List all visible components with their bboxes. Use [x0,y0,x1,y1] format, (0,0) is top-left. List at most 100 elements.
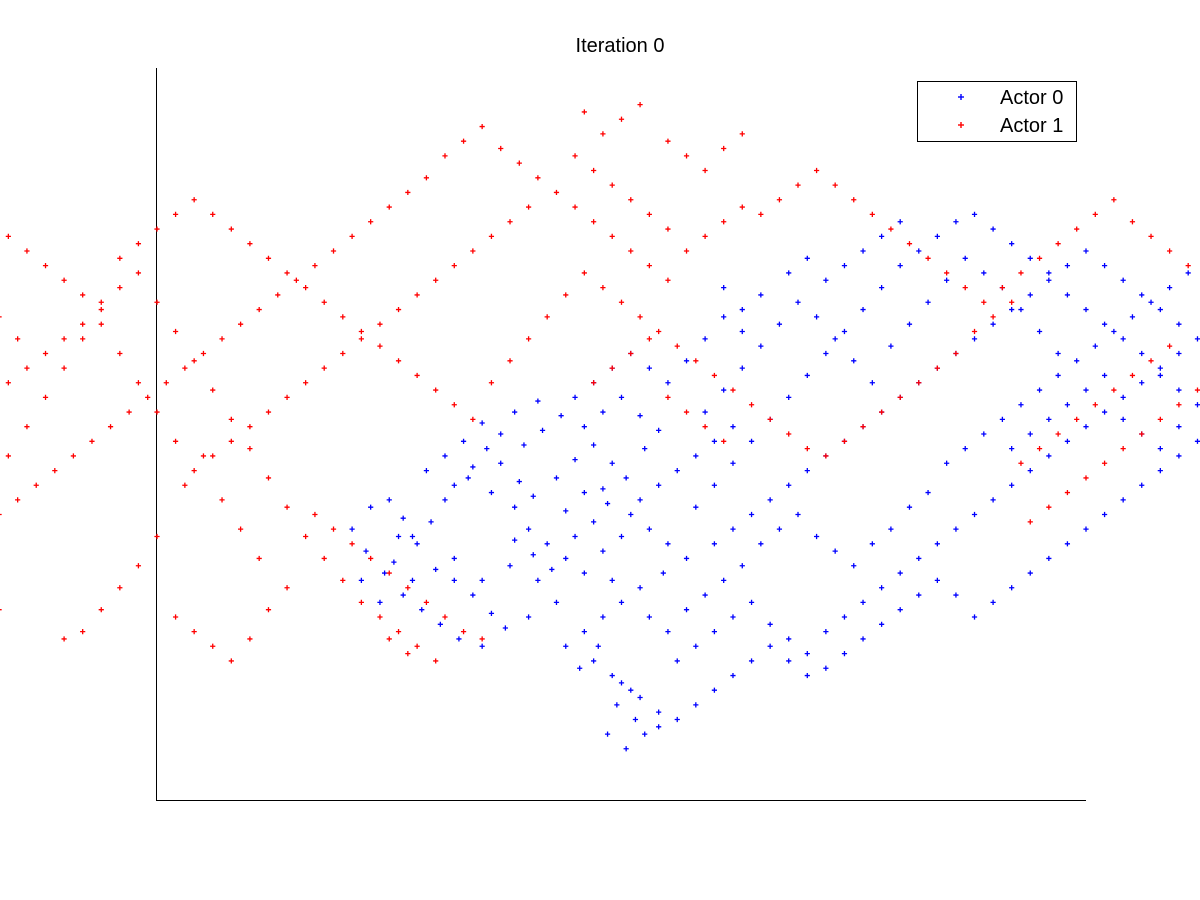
data-point [405,585,411,591]
data-point [386,204,392,210]
data-point [934,541,940,547]
data-point [479,420,485,426]
data-point [488,610,495,616]
data-point [693,643,699,649]
data-point [632,716,639,723]
data-point [33,482,39,488]
data-point [711,629,717,635]
data-point [656,709,662,715]
data-point [210,387,216,393]
data-point [581,629,587,635]
data-point [303,380,309,386]
data-point [879,285,885,291]
data-point [646,526,652,532]
data-point [507,563,513,569]
data-point [1055,241,1061,247]
data-point [758,292,764,298]
data-point [1046,270,1052,276]
data-point [776,321,783,327]
data-point [563,643,569,649]
data-point [832,548,838,554]
data-point [321,555,327,562]
data-point [530,552,536,558]
data-point [665,541,671,547]
data-point [1129,314,1136,320]
data-point [210,643,216,649]
data-point [786,482,792,488]
data-point [479,577,485,583]
data-point [767,643,773,649]
data-point [841,263,848,269]
data-point [1092,343,1098,349]
data-point [730,672,736,679]
data-point [1129,219,1136,225]
data-point [1064,402,1071,408]
data-point [618,394,625,400]
data-point [869,211,875,217]
data-point [832,182,838,188]
data-point [210,211,216,217]
data-point [637,585,643,591]
data-point [465,475,471,481]
data-point [823,665,829,671]
data-point [841,438,848,444]
data-point [813,167,820,174]
data-point [5,380,11,386]
data-point [498,431,504,437]
data-point [1036,387,1043,393]
data-point [1027,431,1033,437]
data-point [683,409,690,415]
data-point [897,607,903,613]
data-point [721,285,727,291]
data-point [990,314,996,320]
data-point [786,394,792,400]
data-point [1101,263,1108,269]
data-point [80,336,86,342]
data-point [516,160,522,166]
data-point [623,475,629,481]
data-point [683,153,690,159]
data-point [1111,328,1117,335]
data-point [1157,372,1163,379]
data-point [312,263,318,269]
data-point [24,248,30,254]
data-point [535,577,541,583]
data-point [1194,387,1200,393]
data-point [400,515,406,521]
data-point [488,380,495,386]
data-point [451,402,457,408]
data-point [414,541,420,547]
data-point [377,614,383,620]
data-point [349,526,355,532]
data-point [563,508,569,514]
data-point [553,189,560,196]
data-point [433,566,439,573]
data-point [303,533,309,540]
data-point [526,614,532,620]
data-point [535,398,541,404]
data-point [767,621,773,627]
data-point [89,438,95,444]
data-point [312,511,318,518]
data-point [823,277,829,283]
data-point [442,614,448,620]
data-point [962,446,968,452]
data-point [256,306,262,313]
data-point [665,394,671,400]
data-point [879,233,885,239]
data-point [1083,475,1089,481]
data-point [1120,394,1126,400]
data-point [1064,263,1071,269]
data-point [0,513,2,516]
data-point [433,387,439,393]
data-point [591,519,597,525]
data-point [572,394,578,400]
data-point [1074,358,1080,364]
data-point [786,270,792,276]
data-point [888,343,894,349]
data-point [1083,387,1089,393]
data-point [182,482,188,488]
data-point [228,226,234,232]
data-point [730,424,736,430]
data-point [409,533,416,540]
